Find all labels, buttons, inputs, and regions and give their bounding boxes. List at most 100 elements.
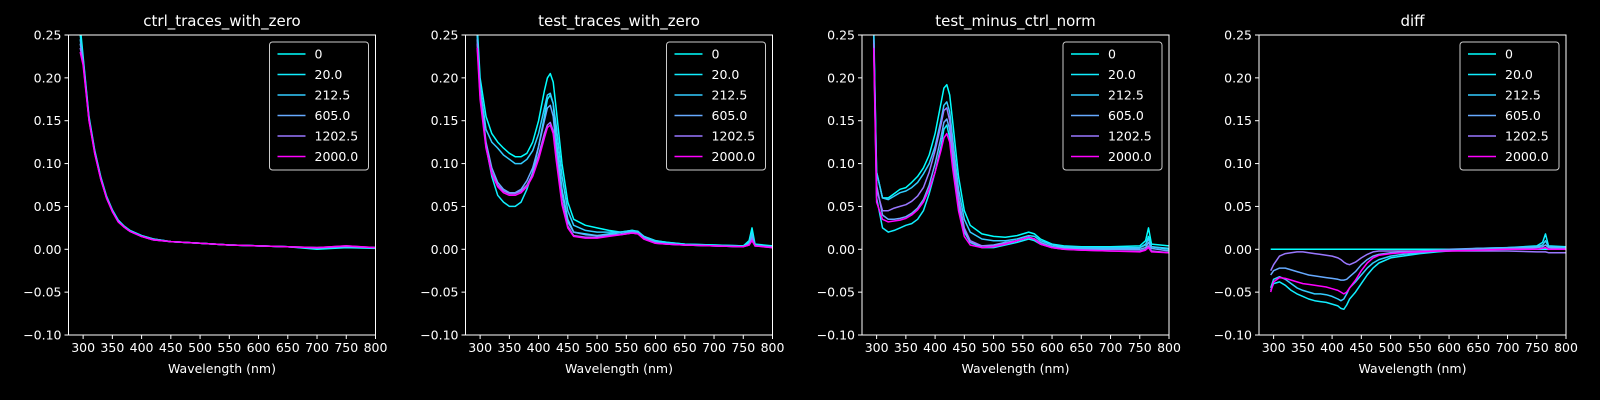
legend-entry-label: 605.0 xyxy=(315,108,351,123)
y-tick-label: −0.05 xyxy=(1214,285,1252,300)
x-tick-label: 550 xyxy=(1408,340,1432,355)
x-tick-label: 550 xyxy=(614,340,638,355)
y-tick-label: 0.10 xyxy=(1224,156,1252,171)
x-tick-label: 550 xyxy=(1011,340,1035,355)
legend-entry-label: 0 xyxy=(1505,47,1513,62)
x-tick-label: 350 xyxy=(100,340,124,355)
y-tick-label: 0.10 xyxy=(827,156,855,171)
legend-entry-label: 212.5 xyxy=(712,88,748,103)
legend-entry-label: 20.0 xyxy=(1108,67,1136,82)
series-line-1 xyxy=(873,35,1169,248)
legend-entry-label: 2000.0 xyxy=(1108,149,1152,164)
chart-panel-3: test_minus_ctrl_norm 300 350 400 450 500 550 60… xyxy=(817,12,1181,376)
chart-title: diff xyxy=(1400,12,1425,30)
series-line-6 xyxy=(872,47,1169,254)
legend-entry-label: 0 xyxy=(712,47,720,62)
series-line-2 xyxy=(1270,233,1566,311)
x-tick-label: 800 xyxy=(1554,340,1578,355)
series-line-6 xyxy=(79,51,376,249)
y-tick-label: 0.20 xyxy=(1224,70,1252,85)
y-tick-label: 0.25 xyxy=(1224,28,1252,43)
y-tick-label: 0.05 xyxy=(827,199,855,214)
legend-entry-label: 2000.0 xyxy=(315,149,359,164)
series-line-4 xyxy=(1270,244,1566,281)
x-tick-label: 500 xyxy=(585,340,609,355)
y-tick-label: 0.15 xyxy=(34,113,62,128)
legend-entry-label: 2000.0 xyxy=(712,149,756,164)
x-tick-label: 300 xyxy=(71,340,95,355)
x-tick-label: 700 xyxy=(702,340,726,355)
legend-entry-label: 1202.5 xyxy=(712,129,756,144)
x-tick-label: 450 xyxy=(556,340,580,355)
series-line-3 xyxy=(872,35,1169,250)
series-lines xyxy=(872,35,1169,254)
x-tick-label: 350 xyxy=(1291,340,1315,355)
x-tick-label: 500 xyxy=(188,340,212,355)
y-tick-label: 0.10 xyxy=(34,156,62,171)
legend: 0 20.0 212.5 605.0 1202.5 2000.0 xyxy=(1459,41,1560,171)
y-tick-label: −0.05 xyxy=(420,285,458,300)
x-tick-label: 650 xyxy=(1069,340,1093,355)
y-tick-label: −0.05 xyxy=(817,285,855,300)
axes-frame xyxy=(1258,34,1567,336)
chart-panel-4: diff 300 350 400 450 500 550 600 650 700 750 800 −0.… xyxy=(1214,12,1578,376)
x-tick-label: 600 xyxy=(247,340,271,355)
series-line-6 xyxy=(1269,246,1566,295)
y-tick-label: 0.20 xyxy=(34,70,62,85)
y-tick-label: 0.20 xyxy=(431,70,459,85)
x-tick-label: 700 xyxy=(1496,340,1520,355)
x-tick-label: 300 xyxy=(1262,340,1286,355)
x-tick-label: 500 xyxy=(1379,340,1403,355)
x-axis-label: Wavelength (nm) xyxy=(565,361,673,376)
y-tick-label: 0.05 xyxy=(1224,199,1252,214)
legend-entry-label: 20.0 xyxy=(712,67,740,82)
axes-frame xyxy=(861,34,1170,336)
y-tick-label: 0.15 xyxy=(827,113,855,128)
legend-entry-label: 1202.5 xyxy=(315,129,359,144)
legend-entry-label: 20.0 xyxy=(315,67,343,82)
x-tick-label: 650 xyxy=(1466,340,1490,355)
x-tick-label: 450 xyxy=(1349,340,1373,355)
x-tick-label: 600 xyxy=(1040,340,1064,355)
x-tick-label: 400 xyxy=(923,340,947,355)
legend-entry-label: 212.5 xyxy=(1505,88,1541,103)
x-tick-label: 600 xyxy=(644,340,668,355)
y-tick-label: −0.10 xyxy=(817,328,855,343)
x-tick-label: 400 xyxy=(527,340,551,355)
y-tick-label: 0.05 xyxy=(34,199,62,214)
legend: 0 20.0 212.5 605.0 1202.5 2000.0 xyxy=(1062,41,1163,171)
x-tick-label: 750 xyxy=(1525,340,1549,355)
legend-entry-label: 0 xyxy=(1108,47,1116,62)
chart-panel-2: test_traces_with_zero 300 350 400 450 500 550 6… xyxy=(420,12,784,376)
x-axis-label: Wavelength (nm) xyxy=(168,361,276,376)
chart-title: test_traces_with_zero xyxy=(538,12,700,31)
y-tick-label: 0.15 xyxy=(1224,113,1252,128)
y-tick-label: 0.10 xyxy=(431,156,459,171)
legend-entry-label: 1202.5 xyxy=(1108,129,1152,144)
y-tick-label: −0.10 xyxy=(23,328,61,343)
x-tick-label: 300 xyxy=(865,340,889,355)
legend-entry-label: 20.0 xyxy=(1505,67,1533,82)
legend-entry-label: 0 xyxy=(315,47,323,62)
axes-frame xyxy=(465,34,773,336)
x-tick-label: 750 xyxy=(731,340,755,355)
x-axis-label: Wavelength (nm) xyxy=(1359,361,1467,376)
x-tick-label: 350 xyxy=(497,340,521,355)
series-lines xyxy=(1269,233,1566,311)
x-tick-label: 300 xyxy=(468,340,492,355)
y-tick-label: 0.05 xyxy=(431,199,459,214)
y-tick-label: 0.00 xyxy=(827,242,855,257)
legend-entry-label: 212.5 xyxy=(1108,88,1144,103)
x-tick-label: 650 xyxy=(276,340,300,355)
x-tick-label: 700 xyxy=(305,340,329,355)
y-tick-label: 0.25 xyxy=(431,28,459,43)
series-line-6 xyxy=(476,47,773,249)
x-tick-label: 650 xyxy=(673,340,697,355)
x-tick-label: 800 xyxy=(761,340,785,355)
series-lines xyxy=(79,35,376,251)
y-tick-label: 0.00 xyxy=(34,242,62,257)
x-tick-label: 500 xyxy=(982,340,1006,355)
y-tick-label: 0.25 xyxy=(34,28,62,43)
chart-title: test_minus_ctrl_norm xyxy=(935,12,1096,31)
